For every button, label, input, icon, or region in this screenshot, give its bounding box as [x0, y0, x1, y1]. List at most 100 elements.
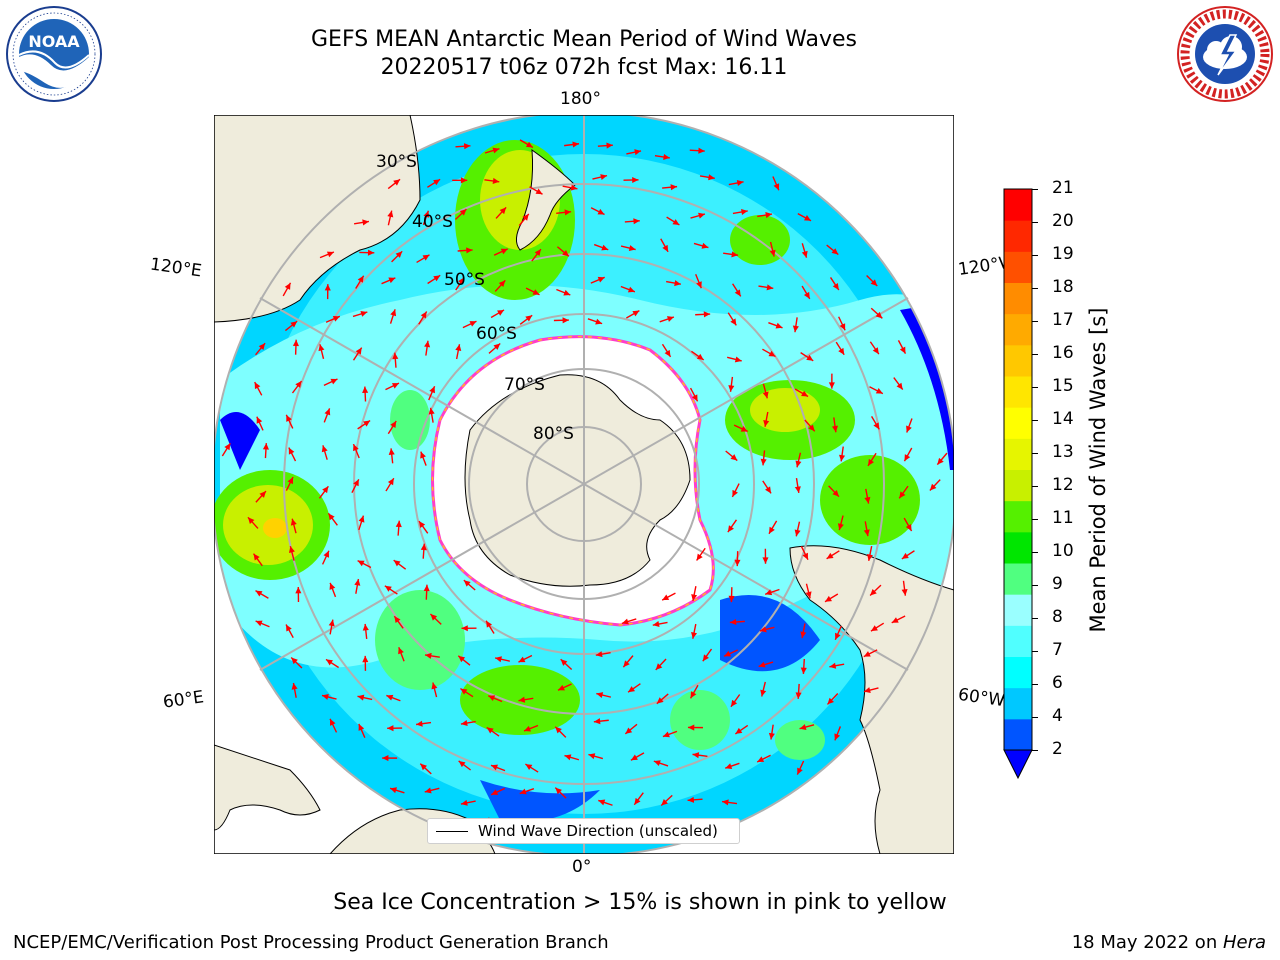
wind-wave-arrow — [419, 763, 432, 775]
colorbar-tick-mark — [1032, 189, 1038, 190]
wind-wave-arrow — [495, 206, 507, 219]
wind-wave-arrow — [455, 208, 467, 220]
wind-wave-arrow — [389, 787, 405, 794]
wind-wave-arrow — [727, 519, 738, 533]
lat-label-30s: 30°S — [376, 152, 417, 172]
colorbar-segment — [1004, 687, 1032, 720]
wind-wave-arrow — [800, 545, 809, 561]
wind-wave-arrow — [319, 251, 335, 259]
wind-wave-arrow — [796, 760, 805, 775]
wind-wave-arrow — [387, 725, 403, 732]
wind-wave-arrow — [870, 622, 885, 632]
wind-wave-arrow — [794, 477, 801, 494]
colorbar-tick-mark — [1032, 354, 1038, 355]
wind-wave-arrow — [867, 452, 877, 467]
wind-wave-arrow — [431, 682, 438, 698]
wind-wave-arrow — [382, 755, 398, 762]
wind-wave-arrow — [801, 285, 811, 300]
wind-wave-arrow — [518, 654, 533, 663]
wind-wave-arrow — [486, 726, 500, 737]
wind-wave-arrow — [354, 219, 370, 226]
wind-wave-arrow — [870, 416, 880, 430]
lat-label-50s: 50°S — [444, 270, 485, 290]
colorbar-tick-mark — [1032, 453, 1038, 454]
colorbar-tick-mark — [1032, 618, 1038, 619]
colorbar-segment — [1004, 531, 1032, 564]
wind-wave-arrow — [699, 174, 715, 181]
wind-wave-arrow — [487, 695, 503, 703]
wind-wave-arrow — [903, 447, 913, 462]
wind-wave-arrow — [290, 656, 303, 669]
wind-wave-arrow — [728, 376, 735, 392]
wind-wave-arrow — [689, 684, 699, 699]
wind-wave-arrow — [284, 320, 298, 332]
wind-wave-arrow — [598, 799, 613, 806]
colorbar-tick-label: 16 — [1052, 343, 1074, 363]
colorbar-tick-mark — [1032, 519, 1038, 520]
wind-wave-arrow — [805, 583, 812, 599]
wind-wave-arrow — [418, 311, 428, 325]
nws-logo — [1177, 6, 1273, 102]
wind-wave-arrow — [329, 718, 338, 733]
wind-wave-arrow — [256, 416, 264, 431]
wind-wave-arrow — [734, 551, 741, 567]
land-new-zealand — [516, 148, 576, 251]
colorbar-tick-mark — [1032, 387, 1038, 388]
wind-wave-arrow — [494, 279, 506, 292]
wind-wave-arrow — [560, 658, 573, 671]
colorbar-tick-mark — [1032, 750, 1038, 751]
wind-wave-arrow — [653, 760, 669, 767]
wind-wave-arrow — [428, 385, 436, 401]
wind-wave-arrow — [354, 578, 361, 594]
colorbar-frame — [1003, 188, 1033, 751]
footer-date-text: 18 May 2022 on — [1071, 932, 1223, 953]
colorbar-label: Mean Period of Wind Waves [s] — [1086, 307, 1110, 633]
wind-wave-arrow — [826, 693, 839, 705]
colorbar-tick-mark — [1032, 684, 1038, 685]
wind-wave-arrow — [768, 724, 775, 740]
wind-wave-arrow — [863, 521, 870, 537]
colorbar-segment — [1004, 282, 1032, 315]
wind-wave-arrow — [392, 352, 399, 368]
wind-wave-arrow — [455, 277, 465, 291]
wind-wave-arrow — [389, 309, 397, 324]
wind-wave-arrow — [627, 683, 641, 693]
land-south-america — [789, 545, 954, 854]
wind-wave-arrow — [420, 451, 427, 466]
wind-wave-arrow — [692, 752, 708, 759]
wind-wave-arrow — [829, 662, 845, 669]
wind-wave-arrow — [728, 179, 744, 186]
wind-wave-arrow — [455, 344, 462, 360]
wind-wave-arrow — [622, 655, 634, 668]
wind-wave-arrow — [457, 655, 471, 666]
wind-wave-arrow — [485, 620, 495, 634]
wind-wave-arrow — [799, 724, 815, 731]
wind-wave-arrow — [490, 309, 505, 319]
colorbar-tick-label: 4 — [1052, 706, 1063, 726]
wind-wave-arrow — [460, 687, 474, 698]
wind-wave-arrow — [762, 348, 776, 358]
lat-label-80s: 80°S — [533, 424, 574, 444]
colorbar-tick-label: 9 — [1052, 574, 1063, 594]
wind-wave-arrow — [525, 763, 539, 773]
wind-wave-arrow — [254, 381, 263, 396]
colorbar-segment — [1004, 500, 1032, 533]
wind-wave-arrow — [255, 620, 270, 628]
colorbar-tick-mark — [1032, 288, 1038, 289]
wind-wave-arrow — [384, 585, 398, 595]
wind-wave-arrow — [595, 651, 611, 658]
wind-wave-arrow — [652, 620, 668, 627]
wind-wave-arrow — [564, 141, 580, 148]
wind-wave-arrow — [359, 249, 375, 256]
wind-wave-arrow — [386, 694, 401, 702]
wind-wave-arrow — [891, 615, 906, 624]
wind-wave-arrow — [518, 213, 530, 226]
wind-wave-arrow — [325, 658, 340, 669]
wind-wave-arrow — [759, 626, 775, 633]
wind-wave-arrow — [329, 582, 337, 598]
colorbar-segment — [1004, 189, 1032, 221]
wind-wave-arrow — [428, 407, 435, 423]
colorbar-tick-label: 20 — [1052, 211, 1074, 231]
colorbar-tick-label: 8 — [1052, 607, 1063, 627]
wind-wave-arrow — [834, 625, 842, 641]
